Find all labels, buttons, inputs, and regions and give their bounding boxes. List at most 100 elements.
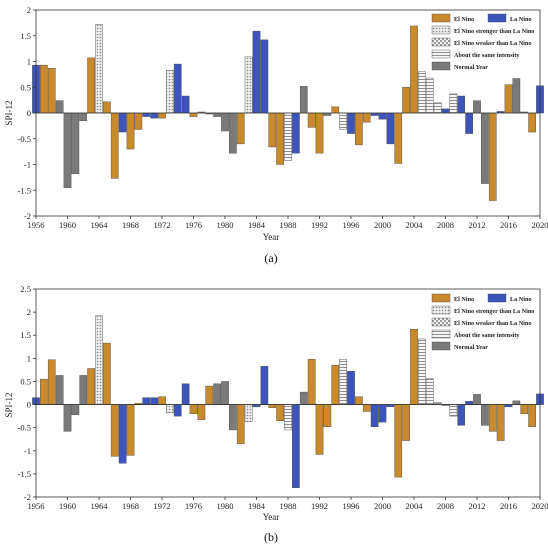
x-axis-label-b: Year [263,512,280,522]
bar-1983 [245,405,252,422]
legend-swatch-normal [432,342,450,350]
bar-1979 [214,384,221,405]
bar-1989 [292,113,299,153]
bar-2009 [450,94,457,113]
bar-1992 [316,405,323,455]
bar-1974 [174,405,181,417]
legend-label-same: About the same intensity [454,52,520,59]
bar-1995 [340,113,347,129]
bar-1998 [363,405,370,412]
bar-1988 [284,405,291,430]
bar-1965 [103,102,110,113]
bar-1985 [261,40,268,113]
x-tick-label: 2012 [469,501,486,511]
bar-1995 [340,359,347,404]
bar-2014 [489,113,496,201]
bar-1997 [355,113,362,145]
bar-1970 [143,398,150,405]
bar-1978 [206,386,213,404]
legend-swatch-weaker [432,318,450,326]
bar-2007 [434,103,441,113]
y-tick-label: 1.5 [20,31,31,41]
bar-2015 [497,405,504,441]
x-tick-label: 2008 [437,220,454,230]
legend-label-weaker: El Nino weaker than La Nino [454,40,531,47]
bar-2002 [395,113,402,163]
y-tick-label: 2.5 [20,284,31,294]
bar-1964 [95,316,102,405]
legend-label-elnino: El Nino [454,296,474,303]
y-tick-label: -1.5 [18,185,31,195]
bar-2019 [529,113,536,132]
bar-2012 [473,394,480,404]
legend-label-stronger: El Nino stronger than La Nino [454,308,534,315]
bar-1980 [221,381,228,404]
bar-1973 [166,70,173,113]
bar-1977 [198,405,205,420]
bar-1972 [158,113,165,118]
y-tick-label: 0.5 [20,82,31,92]
bar-1975 [182,384,189,405]
bar-1994 [332,365,339,404]
bar-1962 [80,113,87,121]
legend-label-lanina: La Nino [510,16,532,23]
x-tick-label: 1960 [59,501,76,511]
legend-label-elnino: El Nino [454,16,474,23]
bar-1990 [300,86,307,113]
bar-1982 [237,113,244,144]
bar-1998 [363,113,370,122]
bar-1987 [277,113,284,165]
bar-1993 [324,405,331,427]
bar-2017 [513,78,520,113]
bar-1976 [190,405,197,414]
x-tick-label: 2004 [406,220,424,230]
x-tick-label: 2004 [406,501,424,511]
legend-swatch-elnino [432,294,450,302]
x-tick-label: 1984 [248,220,266,230]
bar-2003 [403,405,410,441]
x-tick-label: 1956 [28,501,45,511]
bar-1970 [143,113,150,117]
bar-1984 [253,31,260,113]
bar-2010 [458,96,465,113]
x-tick-label: 2000 [374,501,391,511]
bar-1957 [40,379,47,404]
y-tick-label: -0.5 [18,134,31,144]
bar-2016 [505,85,512,113]
bar-2017 [513,401,520,405]
x-tick-label: 2020 [532,501,548,511]
bar-1967 [119,405,126,464]
bar-2002 [395,405,402,478]
bar-1966 [111,405,118,457]
y-tick-label: 2 [27,5,31,15]
bar-2004 [410,26,417,113]
bar-2010 [458,405,465,426]
bar-1989 [292,405,299,488]
bar-1996 [347,113,354,134]
bar-2006 [426,78,433,113]
bar-1979 [214,113,221,117]
x-tick-label: 1980 [217,501,234,511]
x-tick-label: 1988 [280,501,297,511]
bar-1971 [151,398,158,405]
bar-1968 [127,405,134,456]
bar-1960 [64,405,71,432]
bar-2009 [450,405,457,417]
legend-swatch-weaker [432,38,450,46]
bar-1999 [371,405,378,427]
y-tick-label: -0.5 [18,423,31,433]
y-tick-label: -1 [24,160,31,170]
bar-1959 [56,101,63,113]
bar-2000 [379,113,386,119]
x-tick-label: 1992 [311,501,328,511]
x-tick-label: 1968 [122,220,139,230]
bar-1994 [332,107,339,113]
bar-1981 [229,405,236,430]
bar-1968 [127,113,134,149]
bar-2013 [481,405,488,426]
x-tick-label: 2016 [500,501,517,511]
bar-1985 [261,366,268,404]
